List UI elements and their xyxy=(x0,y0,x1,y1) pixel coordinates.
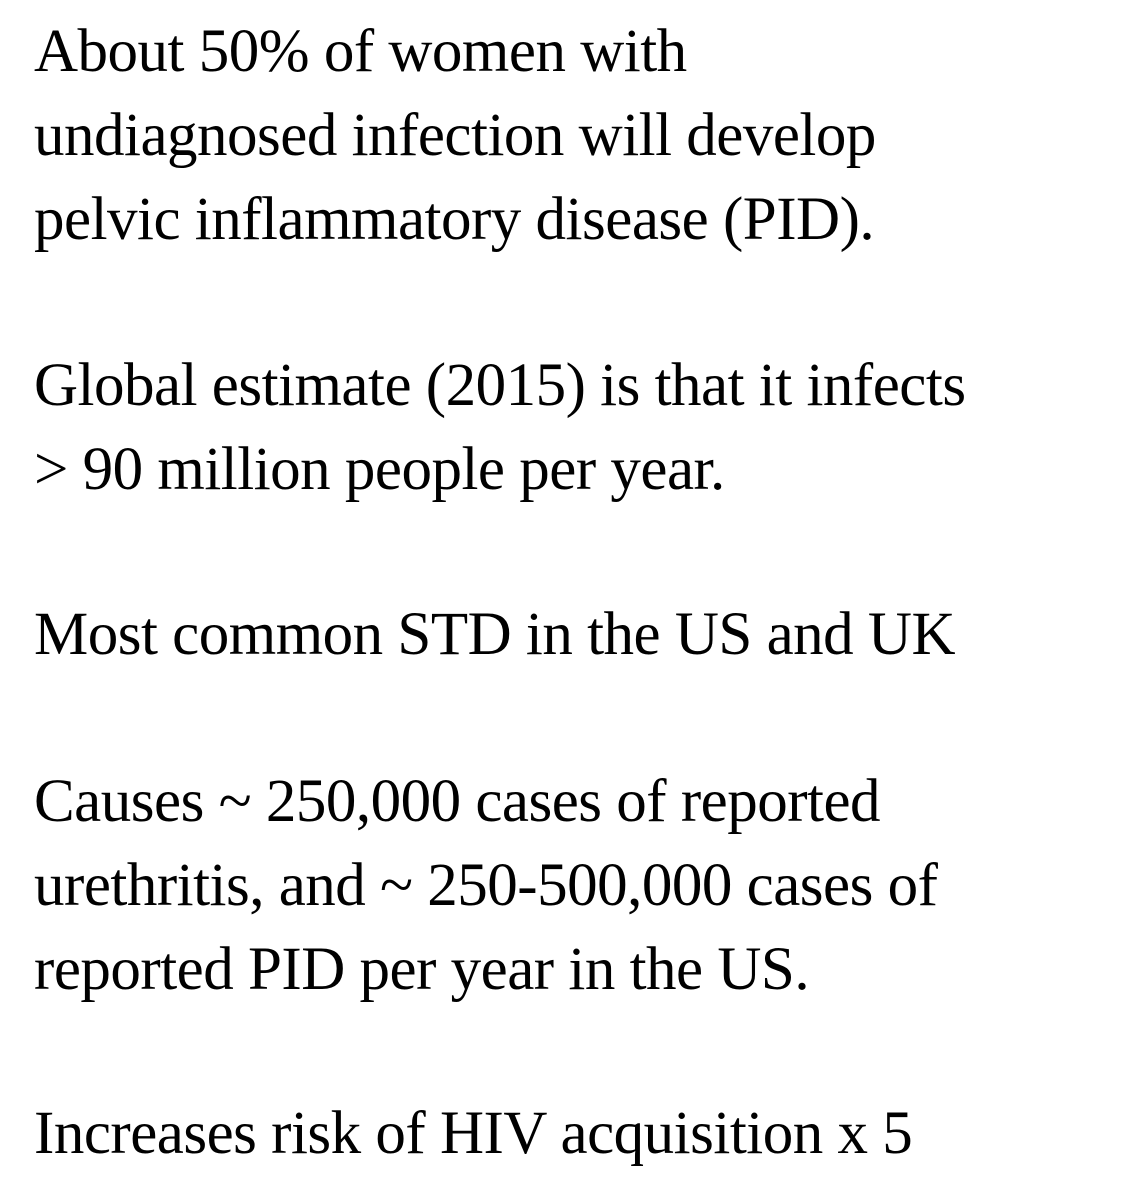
paragraph-pid-risk: About 50% of women with undiagnosed infe… xyxy=(34,18,876,253)
paragraph-global-estimate: Global estimate (2015) is that it infect… xyxy=(34,352,966,503)
paragraph-hiv-risk: Increases risk of HIV acquisition x 5 xyxy=(34,1100,913,1167)
paragraph-most-common-std: Most common STD in the US and UK xyxy=(34,601,956,668)
paragraph-us-cases: Causes ~ 250,000 cases of reported ureth… xyxy=(34,768,938,1003)
